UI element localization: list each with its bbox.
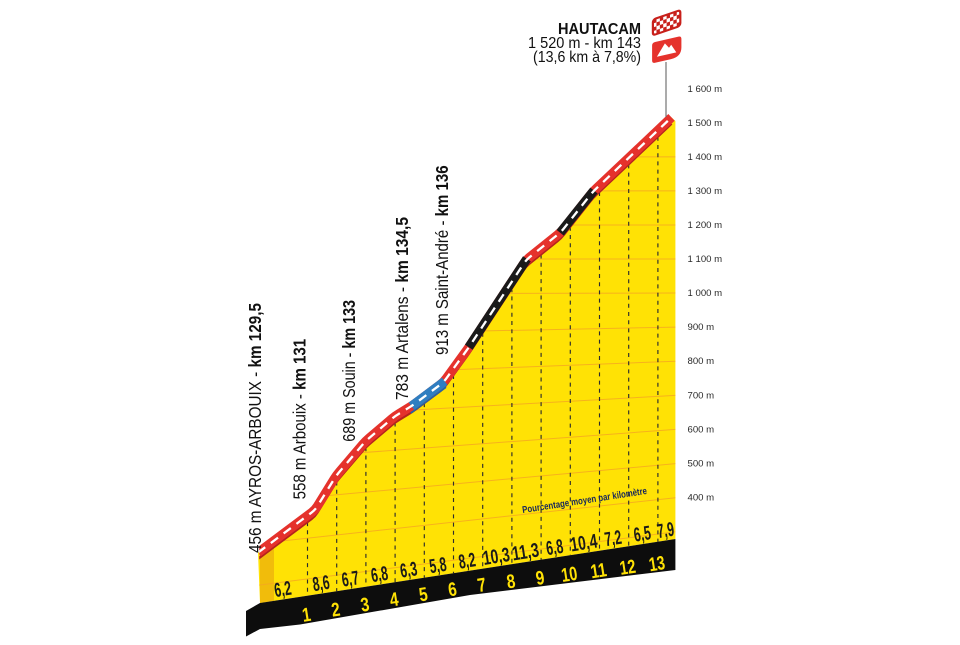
svg-text:1 200 m: 1 200 m: [688, 220, 723, 231]
svg-text:12: 12: [618, 556, 637, 580]
svg-text:8: 8: [505, 570, 517, 593]
svg-text:800 m: 800 m: [688, 356, 715, 367]
svg-text:1 100 m: 1 100 m: [688, 254, 723, 265]
svg-text:10,3: 10,3: [481, 544, 511, 570]
svg-text:1 500 m: 1 500 m: [688, 118, 723, 129]
svg-text:6,3: 6,3: [399, 558, 419, 582]
svg-text:9: 9: [534, 567, 546, 590]
svg-text:456 m AYROS-ARBOUIX - km 129,5: 456 m AYROS-ARBOUIX - km 129,5: [245, 303, 265, 553]
svg-text:700 m: 700 m: [688, 390, 715, 401]
svg-text:10,4: 10,4: [569, 530, 600, 556]
svg-text:11: 11: [589, 559, 608, 583]
svg-text:HAUTACAM: HAUTACAM: [558, 21, 641, 38]
svg-text:1 300 m: 1 300 m: [688, 186, 723, 197]
svg-text:5: 5: [417, 583, 429, 606]
svg-text:3: 3: [359, 594, 371, 617]
svg-text:7: 7: [476, 574, 488, 597]
svg-text:1 600 m: 1 600 m: [688, 84, 723, 95]
svg-text:2: 2: [330, 599, 342, 622]
svg-text:1 000 m: 1 000 m: [688, 288, 723, 299]
svg-text:6: 6: [447, 578, 459, 601]
svg-text:1 400 m: 1 400 m: [688, 152, 723, 163]
svg-text:900 m: 900 m: [688, 322, 715, 333]
svg-text:10: 10: [560, 563, 579, 587]
svg-text:500 m: 500 m: [688, 458, 715, 469]
svg-text:1 520 m - km 143: 1 520 m - km 143: [528, 35, 641, 52]
svg-text:13: 13: [647, 552, 666, 576]
svg-text:8,6: 8,6: [311, 572, 331, 596]
svg-text:400 m: 400 m: [688, 492, 715, 503]
svg-text:4: 4: [388, 589, 400, 612]
svg-text:913 m Saint-André - km 136: 913 m Saint-André - km 136: [432, 165, 452, 355]
svg-text:7,2: 7,2: [603, 527, 623, 551]
svg-text:6,2: 6,2: [273, 578, 293, 602]
svg-text:7,9: 7,9: [656, 519, 676, 543]
svg-text:6,7: 6,7: [340, 567, 360, 591]
svg-text:6,5: 6,5: [632, 522, 652, 546]
svg-text:8,2: 8,2: [457, 549, 477, 573]
svg-text:600 m: 600 m: [688, 424, 715, 435]
svg-text:783 m Artalens - km 134,5: 783 m Artalens - km 134,5: [392, 217, 412, 400]
svg-text:(13,6 km à 7,8%): (13,6 km à 7,8%): [533, 49, 641, 66]
svg-text:6,8: 6,8: [369, 563, 389, 587]
svg-text:1: 1: [301, 604, 313, 627]
svg-text:689 m Souin - km 133: 689 m Souin - km 133: [339, 300, 359, 442]
svg-text:558 m Arbouix - km 131: 558 m Arbouix - km 131: [290, 339, 310, 500]
svg-text:6,8: 6,8: [545, 536, 565, 560]
svg-text:11,3: 11,3: [511, 540, 541, 566]
svg-text:5,8: 5,8: [428, 554, 448, 578]
